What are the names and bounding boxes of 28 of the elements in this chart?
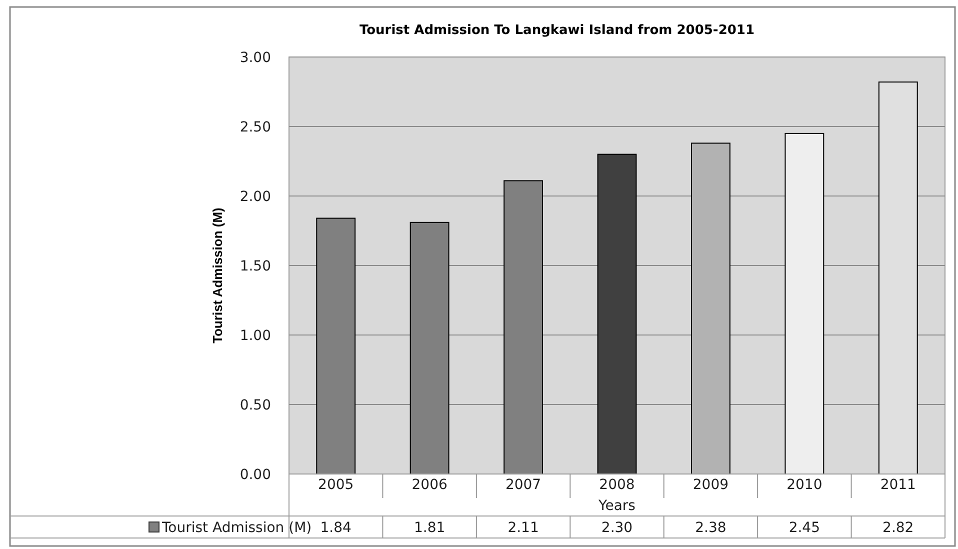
x-tick-label: 2005 [318,477,354,493]
text: 1.84 [320,520,352,536]
bar [691,142,730,474]
bar [597,154,637,474]
text: 2.45 [788,520,820,536]
y-tick-label: 1.00 [240,328,271,344]
x-tick-label: 2011 [880,477,916,493]
y-tick-label: 1.50 [240,258,271,274]
text: 2.30 [601,520,633,536]
x-axis-title: Years [598,498,636,514]
y-axis-title: Tourist Admission (M) [210,208,225,344]
y-tick-label: 2.00 [240,188,271,205]
text: 2.11 [508,520,539,536]
x-tick-label: 2009 [692,477,729,493]
x-tick-label: 2007 [505,477,542,493]
x-tick-label: 2008 [599,477,635,493]
bar [784,132,824,474]
legend-label: Tourist Admission (M) [161,520,312,536]
y-tick-label: 2.50 [240,119,271,136]
y-tick-label: 0.50 [240,397,271,414]
x-tick-label: 2006 [412,477,448,493]
x-tick-label: 2010 [786,477,822,493]
text: 2.82 [882,520,914,536]
y-tick-label: 0.00 [240,466,271,483]
text: 1.81 [414,520,446,536]
y-tick-label: 3.00 [240,50,271,66]
chart-title: Tourist Admission To Langkawi Island from 2005-2011 [359,23,755,38]
text: 2.38 [695,520,726,536]
